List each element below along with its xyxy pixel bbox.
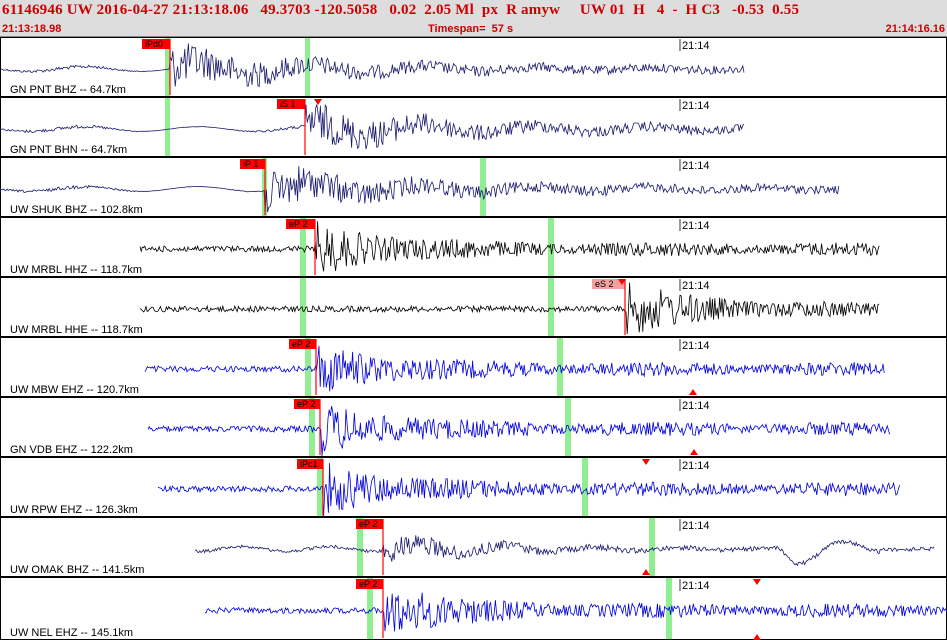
- waveform-line: [144, 345, 885, 392]
- trace-panel[interactable]: iP 1 21:14 UW SHUK BHZ -- 102.8km: [0, 157, 947, 217]
- pick-label: eP 2: [359, 579, 377, 589]
- panel-border: [0, 517, 947, 577]
- pick-flag[interactable]: [240, 159, 265, 169]
- pick-label: iP 1: [243, 159, 258, 169]
- phase-window-band: [582, 458, 588, 516]
- waveform-line: [0, 166, 840, 213]
- pick-label: eS 2: [595, 279, 614, 289]
- trace-panel[interactable]: eP 2 21:14 UW MBW EHZ -- 120.7km: [0, 337, 947, 397]
- event-header: 61146946 UW 2016-04-27 21:13:18.06 49.37…: [0, 0, 947, 37]
- waveform-line: [157, 463, 900, 518]
- panel-border: [0, 397, 947, 457]
- end-time: 21:14:16.16: [885, 23, 945, 35]
- theoretical-arrival-marker: [753, 634, 761, 640]
- trace-canvas: iPd0 21:14 GN PNT BHZ -- 64.7km iS 1 21:14 GN…: [0, 37, 947, 640]
- time-tick-label: 21:14: [682, 160, 710, 172]
- waveform-line: [147, 406, 890, 457]
- station-label: GN VDB EHZ -- 122.2km: [10, 444, 133, 456]
- phase-window-band: [300, 218, 306, 276]
- time-tick-label: 21:14: [682, 580, 710, 592]
- pick-flag[interactable]: [297, 459, 323, 469]
- pick-label: iPc1: [300, 459, 318, 469]
- theoretical-arrival-marker: [618, 279, 626, 285]
- time-tick-label: 21:14: [682, 340, 710, 352]
- pick-label: eP 2: [289, 219, 307, 229]
- pick-flag[interactable]: [142, 39, 170, 49]
- phase-window-band: [548, 278, 554, 336]
- time-tick-label: 21:14: [682, 220, 710, 232]
- phase-window-band: [480, 158, 486, 216]
- time-tick-label: 21:14: [682, 40, 710, 52]
- phase-window-band: [357, 518, 363, 576]
- pick-flag[interactable]: [286, 219, 315, 229]
- trace-panel[interactable]: eP 2 21:14 UW NEL EHZ -- 145.1km: [0, 577, 947, 640]
- station-label: UW NEL EHZ -- 145.1km: [10, 627, 133, 639]
- station-label: UW MBW EHZ -- 120.7km: [10, 384, 139, 396]
- station-label: UW SHUK BHZ -- 102.8km: [10, 204, 143, 216]
- theoretical-arrival-marker: [642, 569, 650, 575]
- phase-window-band: [309, 398, 315, 456]
- theoretical-arrival-marker: [689, 389, 697, 395]
- panel-border: [0, 157, 947, 217]
- time-tick-label: 21:14: [682, 520, 710, 532]
- waveform-line: [0, 104, 745, 150]
- seismogram-panels: iPd0 21:14 GN PNT BHZ -- 64.7km iS 1 21:14 GN…: [0, 37, 947, 640]
- panel-border: [0, 217, 947, 277]
- pick-flag[interactable]: [289, 339, 316, 349]
- pick-flag[interactable]: [294, 399, 320, 409]
- waveform-line: [194, 535, 935, 567]
- start-time: 21:13:18.98: [2, 23, 62, 35]
- phase-window-band: [300, 278, 306, 336]
- phase-window-band: [557, 338, 563, 396]
- trace-panel[interactable]: iS 1 21:14 GN PNT BHN -- 64.7km: [0, 97, 947, 157]
- waveform-line: [139, 221, 880, 272]
- time-tick-label: 21:14: [682, 400, 710, 412]
- phase-window-band: [165, 98, 170, 156]
- pick-label: eP 2: [359, 519, 377, 529]
- event-summary: 61146946 UW 2016-04-27 21:13:18.06 49.37…: [2, 2, 800, 18]
- time-tick-label: 21:14: [682, 280, 710, 292]
- theoretical-arrival-marker: [753, 579, 761, 585]
- pick-label: eP 2: [297, 399, 315, 409]
- pick-label: iS 1: [280, 99, 296, 109]
- trace-panel[interactable]: eP 2 21:14 UW OMAK BHZ -- 141.5km: [0, 517, 947, 577]
- timespan-label: Timespan= 57 s: [428, 23, 514, 35]
- trace-panel[interactable]: eP 2 21:14 UW MRBL HHZ -- 118.7km: [0, 217, 947, 277]
- trace-panel[interactable]: eP 2 21:14 GN VDB EHZ -- 122.2km: [0, 397, 947, 457]
- time-tick-label: 21:14: [682, 460, 710, 472]
- trace-panel[interactable]: iPd0 21:14 GN PNT BHZ -- 64.7km: [0, 37, 947, 97]
- station-label: UW RPW EHZ -- 126.3km: [10, 504, 138, 516]
- phase-window-band: [317, 458, 323, 516]
- pick-flag[interactable]: [277, 99, 305, 109]
- trace-panel[interactable]: iPc1 21:14 UW RPW EHZ -- 126.3km: [0, 457, 947, 518]
- station-label: GN PNT BHN -- 64.7km: [10, 144, 127, 156]
- phase-window-band: [367, 578, 373, 639]
- pick-flag[interactable]: [356, 519, 383, 529]
- pick-label: eP 2: [292, 339, 310, 349]
- phase-window-band: [165, 38, 170, 96]
- panel-border: [0, 337, 947, 397]
- theoretical-arrival-marker: [690, 449, 698, 455]
- station-label: UW OMAK BHZ -- 141.5km: [10, 564, 144, 576]
- waveform-line: [0, 43, 745, 88]
- station-label: UW MRBL HHZ -- 118.7km: [10, 264, 142, 276]
- theoretical-arrival-marker: [642, 459, 650, 465]
- panel-border: [0, 97, 947, 157]
- pick-flag[interactable]: [592, 279, 625, 289]
- pick-label: iPd0: [145, 39, 163, 49]
- station-label: GN PNT BHZ -- 64.7km: [10, 84, 126, 96]
- waveform-line: [139, 282, 880, 334]
- pick-flag[interactable]: [356, 579, 383, 589]
- trace-panel[interactable]: eS 2 21:14 UW MRBL HHE -- 118.7km: [0, 277, 947, 337]
- waveform-line: [204, 592, 947, 632]
- time-tick-label: 21:14: [682, 100, 710, 112]
- station-label: UW MRBL HHE -- 118.7km: [10, 324, 143, 336]
- theoretical-arrival-marker: [314, 99, 322, 105]
- phase-window-band: [565, 398, 571, 456]
- phase-window-band: [649, 518, 655, 576]
